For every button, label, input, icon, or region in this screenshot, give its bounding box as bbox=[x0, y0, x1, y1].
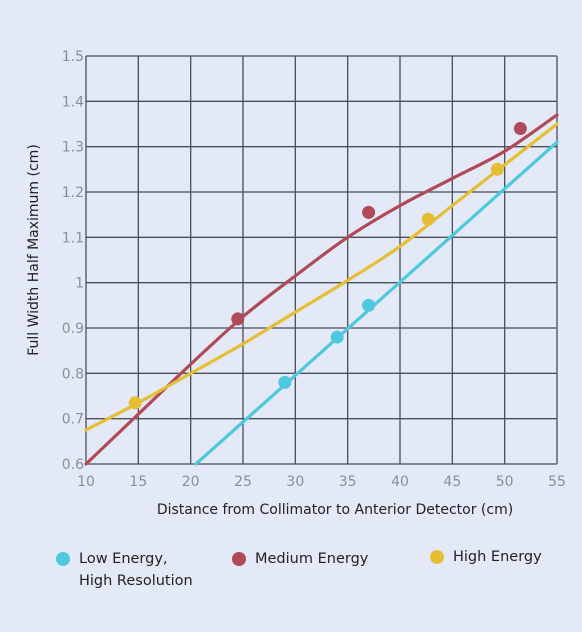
series-line-medium-energy bbox=[84, 113, 559, 466]
legend-label-medium-energy: Medium Energy bbox=[255, 551, 369, 567]
data-point-medium-energy-3 bbox=[513, 122, 527, 136]
y-tick-label-0-9: 0.9 bbox=[62, 321, 84, 337]
x-tick-label-15: 15 bbox=[129, 474, 147, 490]
legend-item-low-energy: Low Energy, High Resolution bbox=[56, 548, 193, 592]
legend-item-high-energy: High Energy bbox=[430, 546, 542, 568]
legend-swatch-medium-energy bbox=[232, 552, 246, 566]
data-point-medium-energy-2 bbox=[362, 205, 376, 219]
y-tick-label-1-2: 1.2 bbox=[62, 185, 84, 201]
data-point-low-energy-1 bbox=[278, 375, 292, 389]
x-tick-label-45: 45 bbox=[443, 474, 461, 490]
x-tick-label-25: 25 bbox=[234, 474, 252, 490]
legend-swatch-low-energy bbox=[56, 552, 70, 566]
x-tick-label-55: 55 bbox=[548, 474, 566, 490]
y-tick-label-0-6: 0.6 bbox=[62, 457, 84, 473]
tick-labels: 10 15 20 25 30 35 40 45 50 55 0.6 0.7 0.8 0.9 1 1.1 1.2 1… bbox=[62, 49, 566, 490]
x-tick-label-50: 50 bbox=[496, 474, 514, 490]
data-point-high-energy-1 bbox=[128, 396, 142, 410]
x-tick-label-30: 30 bbox=[286, 474, 304, 490]
grid bbox=[85, 55, 558, 465]
y-tick-label-1-4: 1.4 bbox=[62, 94, 84, 110]
series-line-high-energy bbox=[84, 122, 559, 432]
y-tick-label-1: 1 bbox=[75, 276, 84, 292]
x-tick-label-35: 35 bbox=[339, 474, 357, 490]
legend-item-medium-energy: Medium Energy bbox=[232, 548, 368, 570]
y-tick-label-1-1: 1.1 bbox=[62, 230, 84, 246]
y-tick-label-0-7: 0.7 bbox=[62, 412, 84, 428]
series-points bbox=[128, 122, 527, 410]
legend-label-high-energy: High Energy bbox=[453, 549, 542, 565]
data-point-high-energy-2 bbox=[421, 212, 435, 226]
legend: Low Energy, High Resolution Medium Energ… bbox=[0, 548, 582, 608]
y-axis-title: Full Width Half Maximum (cm) bbox=[26, 144, 42, 356]
x-tick-label-40: 40 bbox=[391, 474, 409, 490]
data-point-medium-energy-1 bbox=[231, 312, 245, 326]
y-tick-label-1-5: 1.5 bbox=[62, 49, 84, 65]
y-tick-label-1-3: 1.3 bbox=[62, 140, 84, 156]
series-lines bbox=[84, 113, 559, 466]
legend-swatch-high-energy bbox=[430, 550, 444, 564]
y-tick-label-0-8: 0.8 bbox=[62, 366, 84, 382]
x-tick-label-10: 10 bbox=[77, 474, 95, 490]
x-tick-label-20: 20 bbox=[182, 474, 200, 490]
data-point-low-energy-2 bbox=[330, 330, 344, 344]
legend-label-low-energy: Low Energy, High Resolution bbox=[79, 551, 193, 589]
data-point-high-energy-3 bbox=[490, 162, 504, 176]
series-line-low-energy bbox=[194, 140, 559, 466]
data-point-low-energy-3 bbox=[362, 298, 376, 312]
x-axis-title: Distance from Collimator to Anterior Det… bbox=[157, 502, 513, 518]
